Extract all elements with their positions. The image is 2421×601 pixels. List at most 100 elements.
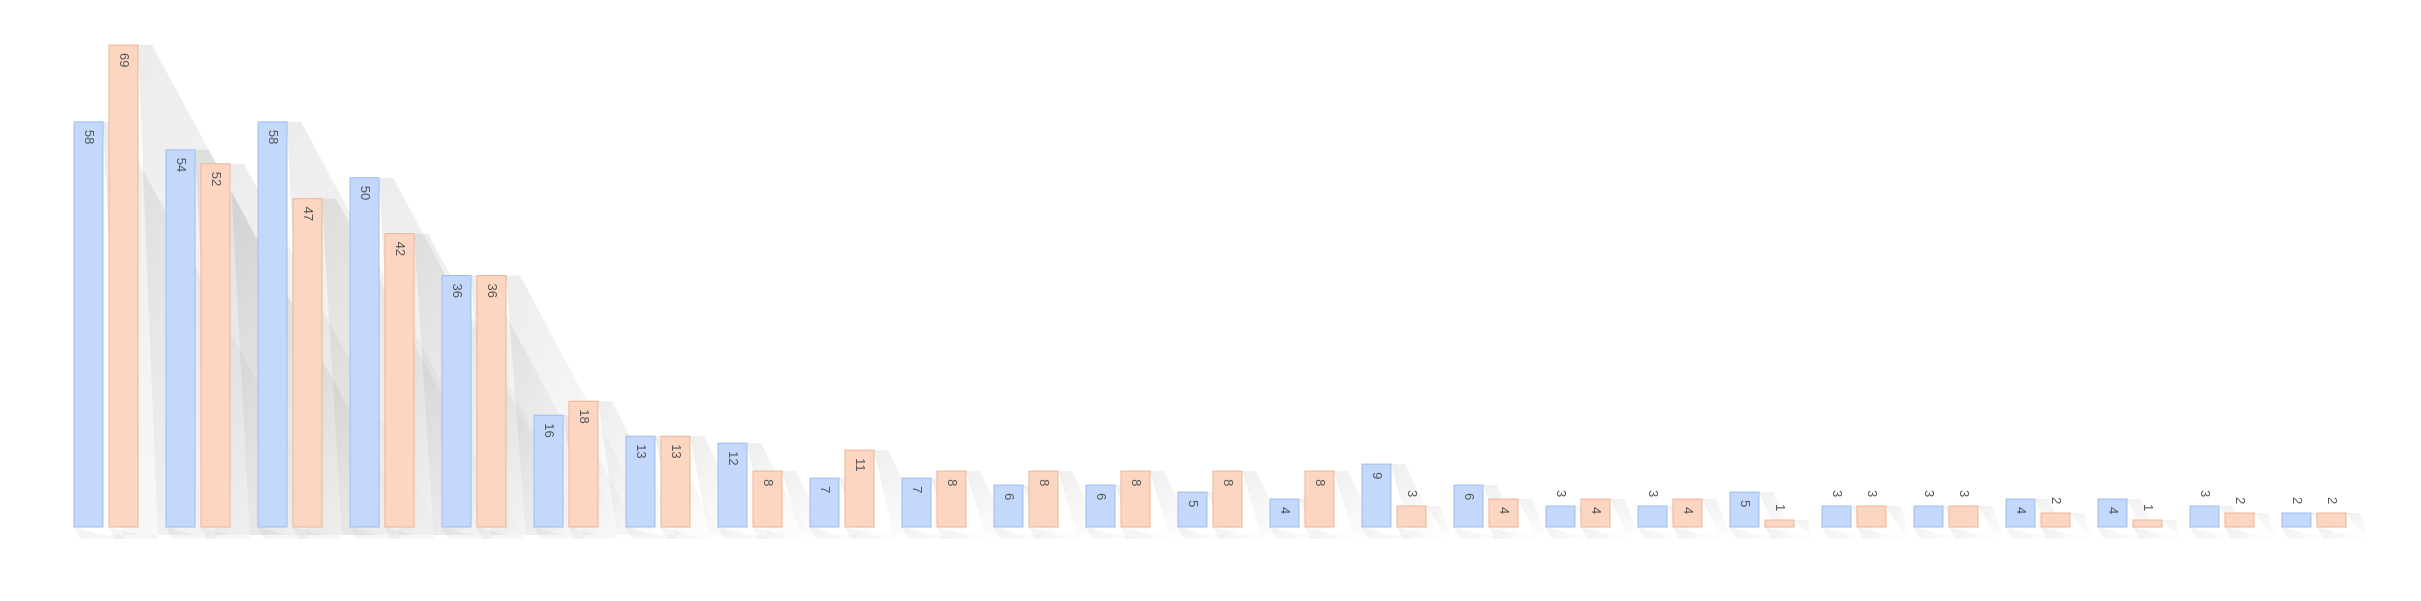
bar: [1821, 505, 1852, 528]
data-label: 4: [2106, 507, 2121, 514]
bar: [901, 477, 932, 528]
bar: [1120, 470, 1151, 528]
data-label: 54: [174, 158, 189, 172]
data-label: 36: [485, 284, 500, 298]
bar: [257, 121, 288, 528]
data-label: 8: [1037, 479, 1052, 486]
bar: [1580, 498, 1611, 528]
bar-shadow: [2041, 513, 2092, 539]
data-label: 52: [209, 172, 224, 186]
data-label: 2: [2049, 497, 2064, 504]
data-label: 12: [726, 451, 741, 465]
bar: [1764, 519, 1795, 528]
bar-shadow: [1489, 499, 1548, 539]
bar: [2132, 519, 2163, 528]
data-label: 1: [1773, 504, 1788, 511]
bar-shadow: [1581, 499, 1640, 539]
data-label: 58: [82, 130, 97, 144]
bar: [844, 449, 875, 528]
bar: [2224, 512, 2255, 528]
bar: [200, 163, 231, 528]
data-label: 8: [1313, 479, 1328, 486]
data-label: 69: [117, 53, 132, 67]
data-label: 8: [1129, 479, 1144, 486]
data-label: 13: [634, 444, 649, 458]
bar: [1545, 505, 1576, 528]
bar-shadow: [2133, 520, 2182, 539]
data-label: 8: [761, 479, 776, 486]
bar-shadow: [2098, 499, 2157, 539]
bar: [1304, 470, 1335, 528]
data-label: 2: [2290, 497, 2305, 504]
data-label: 8: [1221, 479, 1236, 486]
data-label: 4: [2014, 507, 2029, 514]
bar-shadow: [2006, 499, 2065, 539]
data-label: 8: [945, 479, 960, 486]
data-label: 3: [2198, 490, 2213, 497]
data-label: 6: [1002, 493, 1017, 500]
bar: [1085, 484, 1116, 528]
bar: [717, 442, 748, 528]
data-label: 18: [577, 409, 592, 423]
data-label: 3: [1957, 490, 1972, 497]
bar: [1672, 498, 1703, 528]
bar-shadow: [1857, 506, 1912, 539]
bar: [1212, 470, 1243, 528]
bar: [2005, 498, 2036, 528]
bar-shadow: [753, 471, 827, 539]
bar: [292, 198, 323, 528]
data-label: 3: [1865, 490, 1880, 497]
data-label: 11: [853, 458, 868, 472]
bar: [349, 177, 380, 528]
bar: [2097, 498, 2128, 528]
data-label: 47: [301, 207, 316, 221]
bar: [1637, 505, 1668, 528]
data-label: 3: [1922, 490, 1937, 497]
bar: [533, 414, 564, 528]
data-label: 9: [1370, 472, 1385, 479]
bar: [1269, 498, 1300, 528]
bar: [476, 275, 507, 528]
bar: [1856, 505, 1887, 528]
data-label: 2: [2325, 497, 2340, 504]
bar: [752, 470, 783, 528]
data-label: 3: [1554, 490, 1569, 497]
bar-shadow: [1673, 499, 1732, 539]
bar: [2281, 512, 2312, 528]
data-label: 7: [818, 486, 833, 493]
bar: [1361, 463, 1392, 528]
data-label: 4: [1589, 507, 1604, 514]
data-label: 42: [393, 242, 408, 256]
data-label: 58: [266, 130, 281, 144]
data-label: 36: [450, 284, 465, 298]
bar: [1177, 491, 1208, 528]
bar: [1488, 498, 1519, 528]
bar: [1028, 470, 1059, 528]
data-label: 7: [910, 486, 925, 493]
data-label: 16: [542, 423, 557, 437]
bar: [1729, 491, 1760, 528]
bar: [108, 44, 139, 528]
bar: [568, 400, 599, 528]
bar-shadow: [937, 471, 1011, 539]
bar: [993, 484, 1024, 528]
shadows: [74, 45, 2368, 540]
bar: [441, 275, 472, 528]
data-label: 50: [358, 186, 373, 200]
bar-shadow: [1121, 471, 1195, 539]
data-label: 4: [1278, 507, 1293, 514]
bar: [936, 470, 967, 528]
bar: [2040, 512, 2071, 528]
bar: [384, 233, 415, 528]
data-label: 3: [1405, 490, 1420, 497]
data-label: 13: [669, 444, 684, 458]
bar: [1913, 505, 1944, 528]
bar-shadow: [1213, 471, 1287, 539]
bar: [1453, 484, 1484, 528]
bar-shadow: [1765, 520, 1814, 539]
data-label: 6: [1462, 493, 1477, 500]
bar: [809, 477, 840, 528]
data-label: 5: [1186, 500, 1201, 507]
